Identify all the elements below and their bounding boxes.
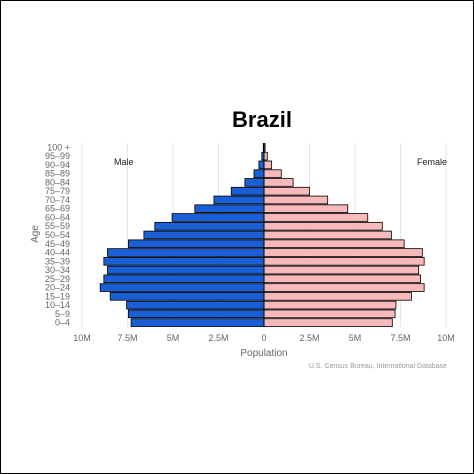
source-note: U.S. Census Bureau, International Databa… [309, 363, 447, 370]
y-tick-label: 40–44 [45, 248, 70, 258]
y-tick-label: 45–49 [45, 239, 70, 249]
y-tick-label: 95–99 [45, 151, 70, 161]
bar-male-6 [107, 265, 265, 275]
legend-male: Male [114, 157, 134, 167]
x-tick-label: 7.5M [117, 333, 137, 343]
bar-female-10 [263, 230, 392, 240]
y-tick-label: 55–59 [45, 221, 70, 231]
bar-female-7 [263, 257, 425, 266]
bar-female-15 [263, 186, 310, 196]
x-tick-label: 5M [167, 333, 180, 343]
bar-female-4 [263, 283, 425, 292]
bar-male-18 [258, 160, 265, 170]
y-tick-label: 30–34 [45, 265, 70, 275]
bar-male-17 [253, 169, 265, 178]
bar-female-6 [263, 265, 420, 275]
bar-male-8 [107, 248, 265, 257]
x-tick-label: 0 [261, 333, 266, 343]
y-tick-label: 35–39 [45, 256, 70, 266]
bar-male-12 [171, 213, 265, 222]
bar-male-11 [154, 221, 265, 231]
x-tick-label: 7.5M [390, 333, 410, 343]
y-tick-label: 5–9 [55, 309, 70, 319]
bar-male-2 [126, 300, 265, 310]
y-tick-label: 10–14 [45, 300, 70, 310]
bar-female-17 [263, 169, 282, 178]
bar-male-10 [143, 230, 265, 240]
chart-title: Brazil [232, 107, 292, 132]
x-tick-label: 2.5M [299, 333, 319, 343]
bar-female-9 [263, 239, 405, 249]
bar-female-12 [263, 213, 369, 222]
x-tick-label: 10M [73, 333, 91, 343]
x-axis-label: Population [240, 348, 287, 359]
y-tick-label: 0–4 [55, 318, 70, 328]
bar-female-11 [263, 221, 383, 231]
bar-female-5 [263, 274, 421, 284]
y-tick-label: 100 + [47, 142, 70, 152]
bar-female-0 [263, 318, 393, 327]
bar-male-16 [244, 178, 265, 187]
bar-male-14 [213, 195, 265, 205]
y-tick-labels: 0–45–910–1415–1920–2425–2930–3435–3940–4… [45, 142, 70, 327]
bars [99, 143, 425, 327]
bar-female-13 [263, 204, 349, 213]
bar-female-16 [263, 178, 294, 187]
bar-male-9 [128, 239, 265, 249]
bar-male-15 [230, 186, 265, 196]
x-tick-label: 10M [437, 333, 455, 343]
bar-male-0 [130, 318, 265, 327]
y-tick-label: 50–54 [45, 230, 70, 240]
y-tick-label: 75–79 [45, 186, 70, 196]
y-tick-label: 20–24 [45, 283, 70, 293]
y-tick-label: 85–89 [45, 169, 70, 179]
bar-female-8 [263, 248, 423, 257]
bar-female-14 [263, 195, 329, 205]
bar-male-3 [109, 292, 265, 301]
x-tick-label: 5M [349, 333, 362, 343]
y-tick-label: 90–94 [45, 160, 70, 170]
y-tick-label: 80–84 [45, 177, 70, 187]
bar-male-5 [103, 274, 265, 284]
bar-male-1 [128, 309, 265, 319]
y-tick-label: 70–74 [45, 195, 70, 205]
y-tick-label: 15–19 [45, 291, 70, 301]
y-axis-label: Age [30, 225, 41, 243]
legend-female: Female [417, 157, 447, 167]
y-tick-label: 25–29 [45, 274, 70, 284]
bar-male-13 [194, 204, 265, 213]
bar-female-18 [263, 160, 273, 170]
bar-female-2 [263, 300, 397, 310]
bar-male-7 [103, 257, 265, 266]
x-tick-labels: 10M 7.5M 5M 2.5M 0 2.5M 5M 7.5M 10M [73, 333, 455, 343]
x-tick-label: 2.5M [208, 333, 228, 343]
bar-male-4 [99, 283, 265, 292]
bar-female-1 [263, 309, 396, 319]
y-tick-label: 60–64 [45, 212, 70, 222]
y-tick-label: 65–69 [45, 204, 70, 214]
bar-female-3 [263, 292, 412, 301]
